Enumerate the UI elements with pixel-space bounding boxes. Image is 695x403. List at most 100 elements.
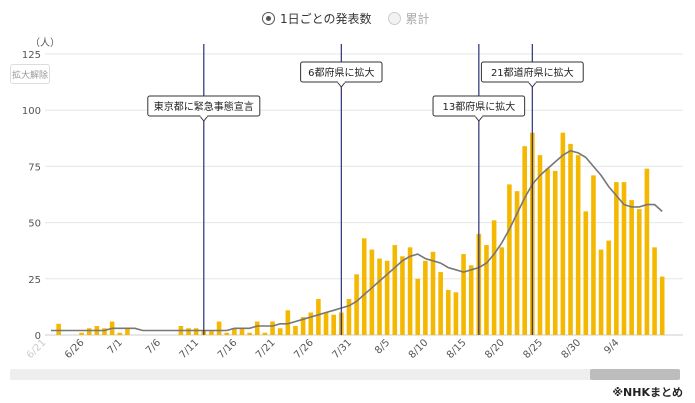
- data-bar: [491, 220, 497, 335]
- data-bar: [583, 211, 589, 335]
- data-bar: [79, 332, 84, 335]
- data-bar: [86, 328, 92, 335]
- radio-selected-icon[interactable]: [262, 12, 275, 25]
- event-label: 6都府県に拡大: [308, 66, 374, 79]
- data-bar: [254, 321, 260, 335]
- data-bar: [285, 310, 291, 335]
- data-bar: [224, 332, 230, 335]
- data-bar: [537, 155, 543, 335]
- cumulative-option[interactable]: 累計: [387, 10, 430, 27]
- data-bar: [193, 328, 199, 335]
- data-bar: [209, 330, 214, 335]
- data-bar: [606, 240, 612, 335]
- reset-zoom-button[interactable]: 拡大解除: [10, 64, 50, 84]
- data-bar: [369, 249, 375, 335]
- daily-count-label: 1日ごとの発表数: [280, 12, 372, 26]
- moving-average-line: [51, 149, 663, 332]
- data-bar: [277, 328, 283, 335]
- data-bar: [270, 321, 275, 335]
- x-tick-label: 7/6: [144, 337, 163, 356]
- data-bar: [102, 328, 107, 335]
- data-bar: [56, 323, 61, 335]
- data-bar: [239, 328, 245, 335]
- daily-count-option[interactable]: 1日ごとの発表数: [262, 10, 372, 27]
- event-label: 21都道府県に拡大: [491, 66, 574, 79]
- data-bar: [484, 245, 489, 335]
- x-tick-label: 8/20: [483, 337, 507, 361]
- y-tick-label: 0: [35, 331, 41, 342]
- data-bar: [560, 132, 566, 335]
- display-mode-toggle[interactable]: 1日ごとの発表数 累計: [262, 10, 446, 27]
- data-bar: [117, 332, 123, 335]
- data-bar: [247, 332, 252, 335]
- data-bar: [331, 314, 336, 335]
- data-bar: [636, 209, 642, 335]
- data-bar: [423, 260, 428, 335]
- data-bar: [407, 247, 413, 335]
- scrollbar-thumb[interactable]: [590, 369, 680, 380]
- data-bar: [621, 182, 627, 335]
- x-tick-label: 7/1: [106, 337, 125, 356]
- data-bar: [262, 332, 268, 335]
- y-tick-label: 25: [28, 275, 41, 286]
- data-bar: [575, 155, 581, 335]
- data-bar: [598, 249, 604, 335]
- data-bar: [293, 326, 298, 335]
- data-bar: [300, 317, 306, 335]
- x-tick-label: 6/21: [25, 337, 49, 361]
- data-bar: [346, 299, 352, 335]
- data-bar: [445, 290, 451, 335]
- data-bar: [514, 191, 520, 335]
- horizontal-scrollbar[interactable]: [10, 369, 680, 380]
- data-bar: [216, 321, 222, 335]
- source-note: ※NHKまとめ: [612, 386, 683, 399]
- data-bar: [232, 328, 237, 335]
- data-bar: [316, 299, 321, 335]
- y-tick-label: 75: [28, 162, 41, 173]
- y-tick-label: 125: [22, 50, 41, 61]
- data-bar: [323, 312, 329, 335]
- x-tick-label: 8/30: [560, 337, 584, 361]
- cumulative-label: 累計: [405, 12, 430, 26]
- data-bar: [652, 247, 657, 335]
- event-label: 13都府県に拡大: [442, 100, 515, 113]
- data-bar: [568, 143, 573, 335]
- y-tick-label: 50: [28, 219, 41, 230]
- data-bar: [461, 254, 466, 335]
- x-tick-label: 8/10: [407, 337, 431, 361]
- x-tick-label: 8/25: [521, 337, 545, 361]
- x-tick-label: 8/15: [445, 337, 469, 361]
- x-tick-label: 6/26: [63, 337, 87, 361]
- x-tick-label: 7/26: [292, 337, 316, 361]
- data-bar: [629, 200, 634, 335]
- data-bar: [384, 260, 390, 335]
- data-bar: [644, 168, 650, 335]
- data-bar: [438, 272, 443, 335]
- data-bar: [591, 175, 596, 335]
- data-bar: [499, 247, 505, 335]
- x-tick-label: 7/11: [178, 337, 202, 361]
- data-bar: [453, 292, 459, 335]
- data-bar: [659, 276, 665, 335]
- data-bar: [186, 328, 191, 335]
- data-bar: [400, 256, 405, 335]
- data-bar: [415, 278, 421, 335]
- y-axis-unit: （人）: [30, 37, 60, 49]
- data-bar: [377, 258, 382, 335]
- data-bar: [392, 245, 398, 335]
- data-bar: [522, 146, 527, 335]
- event-label: 東京都に緊急事態宣言: [154, 100, 254, 113]
- data-bar: [468, 265, 474, 335]
- data-bar: [552, 170, 558, 335]
- y-tick-label: 100: [22, 106, 41, 117]
- x-tick-label: 9/4: [602, 337, 621, 356]
- data-bar: [507, 184, 512, 335]
- data-bar: [354, 274, 359, 335]
- data-bar: [361, 238, 367, 335]
- data-bar: [308, 312, 314, 335]
- x-tick-label: 7/31: [330, 337, 354, 361]
- radio-unselected-icon[interactable]: [387, 12, 401, 25]
- data-bar: [614, 182, 619, 335]
- x-tick-label: 7/21: [254, 337, 278, 361]
